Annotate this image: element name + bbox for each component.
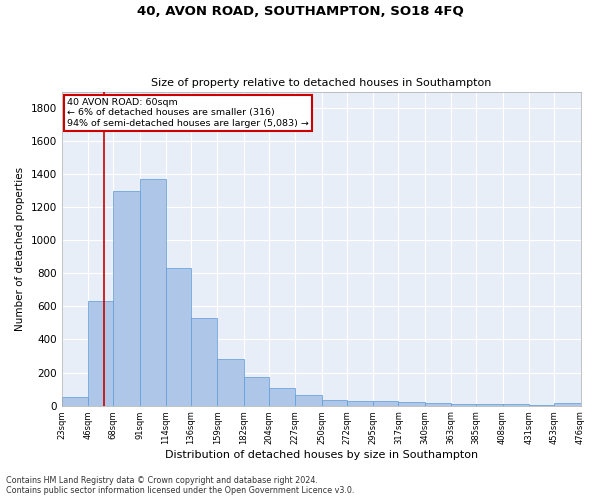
Bar — [113, 190, 140, 406]
Text: Contains HM Land Registry data © Crown copyright and database right 2024.
Contai: Contains HM Land Registry data © Crown c… — [6, 476, 355, 495]
Bar — [140, 179, 166, 406]
Title: Size of property relative to detached houses in Southampton: Size of property relative to detached ho… — [151, 78, 491, 88]
Bar — [191, 318, 217, 406]
Bar — [451, 404, 476, 406]
Bar — [373, 401, 398, 406]
Bar — [322, 400, 347, 406]
Bar — [217, 360, 244, 406]
Bar — [88, 302, 113, 406]
Bar — [166, 268, 191, 406]
Bar — [269, 388, 295, 406]
Bar — [295, 395, 322, 406]
Text: 40 AVON ROAD: 60sqm
← 6% of detached houses are smaller (316)
94% of semi-detach: 40 AVON ROAD: 60sqm ← 6% of detached hou… — [67, 98, 309, 128]
Bar — [244, 376, 269, 406]
Bar — [425, 403, 451, 406]
Text: 40, AVON ROAD, SOUTHAMPTON, SO18 4FQ: 40, AVON ROAD, SOUTHAMPTON, SO18 4FQ — [137, 5, 463, 18]
X-axis label: Distribution of detached houses by size in Southampton: Distribution of detached houses by size … — [164, 450, 478, 460]
Bar — [554, 403, 581, 406]
Bar — [347, 400, 373, 406]
Bar — [62, 398, 88, 406]
Bar — [476, 404, 503, 406]
Bar — [398, 402, 425, 406]
Bar — [529, 405, 554, 406]
Bar — [503, 404, 529, 406]
Y-axis label: Number of detached properties: Number of detached properties — [15, 166, 25, 330]
